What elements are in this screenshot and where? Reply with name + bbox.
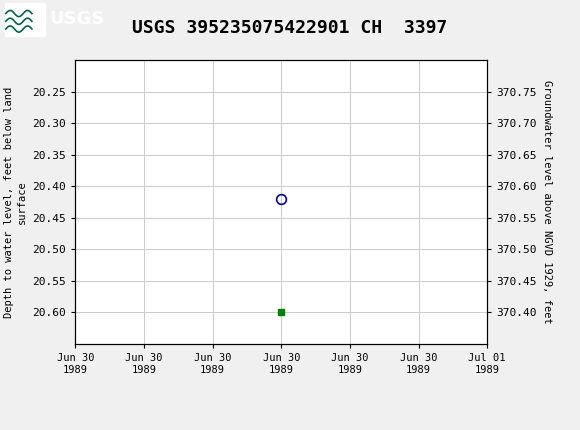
Y-axis label: Depth to water level, feet below land
surface: Depth to water level, feet below land su… — [4, 86, 27, 318]
Bar — [5, 3, 45, 36]
Text: USGS: USGS — [49, 10, 104, 28]
Text: USGS 395235075422901 CH  3397: USGS 395235075422901 CH 3397 — [132, 19, 448, 37]
Y-axis label: Groundwater level above NGVD 1929, feet: Groundwater level above NGVD 1929, feet — [542, 80, 552, 324]
